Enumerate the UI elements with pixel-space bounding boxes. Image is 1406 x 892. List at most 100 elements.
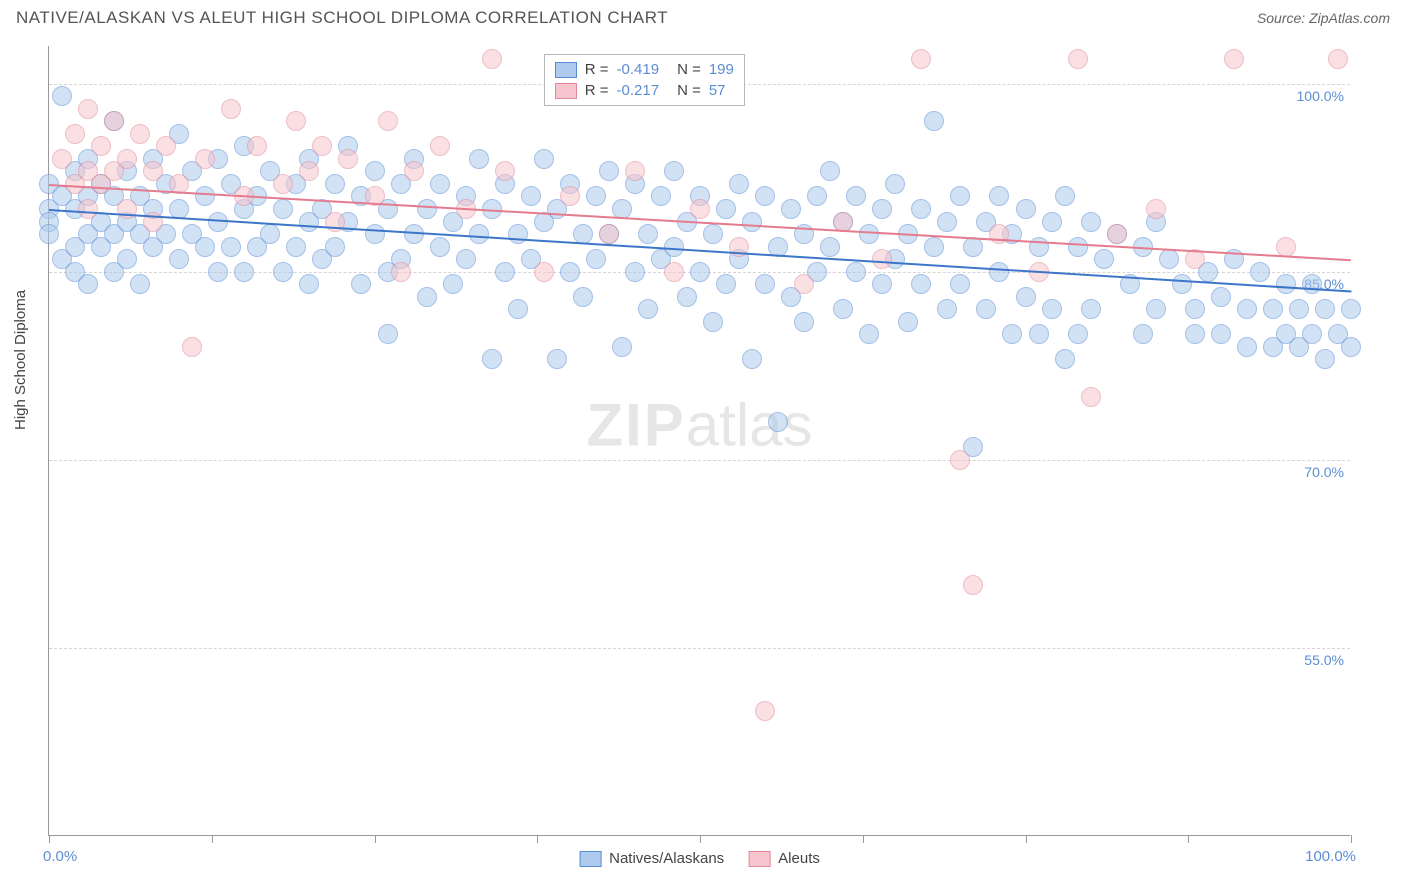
data-point (755, 186, 775, 206)
data-point (1002, 324, 1022, 344)
data-point (1276, 237, 1296, 257)
data-point (378, 111, 398, 131)
data-point (599, 161, 619, 181)
data-point (508, 299, 528, 319)
data-point (885, 174, 905, 194)
data-point (417, 199, 437, 219)
data-point (833, 299, 853, 319)
data-point (247, 136, 267, 156)
data-point (703, 312, 723, 332)
y-tick-label: 55.0% (1304, 652, 1344, 668)
data-point (1315, 349, 1335, 369)
data-point (325, 174, 345, 194)
data-point (794, 274, 814, 294)
data-point (404, 161, 424, 181)
x-tick (49, 835, 50, 843)
data-point (716, 199, 736, 219)
data-point (1081, 387, 1101, 407)
data-point (560, 262, 580, 282)
data-point (1016, 199, 1036, 219)
data-point (1029, 324, 1049, 344)
data-point (325, 237, 345, 257)
data-point (1016, 287, 1036, 307)
data-point (976, 299, 996, 319)
data-point (937, 299, 957, 319)
data-point (1081, 299, 1101, 319)
data-point (820, 237, 840, 257)
data-point (430, 237, 450, 257)
data-point (742, 349, 762, 369)
watermark-zip: ZIP (586, 391, 685, 458)
y-tick-label: 70.0% (1304, 464, 1344, 480)
data-point (365, 161, 385, 181)
data-point (950, 450, 970, 470)
data-point (651, 186, 671, 206)
data-point (859, 324, 879, 344)
data-point (612, 337, 632, 357)
data-point (508, 224, 528, 244)
data-point (625, 262, 645, 282)
data-point (91, 136, 111, 156)
data-point (1042, 212, 1062, 232)
data-point (143, 161, 163, 181)
data-point (664, 237, 684, 257)
x-tick (863, 835, 864, 843)
data-point (937, 212, 957, 232)
data-point (391, 262, 411, 282)
data-point (560, 186, 580, 206)
data-point (872, 249, 892, 269)
data-point (911, 199, 931, 219)
data-point (365, 224, 385, 244)
chart-title: NATIVE/ALASKAN VS ALEUT HIGH SCHOOL DIPL… (16, 8, 668, 28)
data-point (703, 224, 723, 244)
data-point (872, 274, 892, 294)
data-point (1250, 262, 1270, 282)
data-point (573, 287, 593, 307)
data-point (1302, 324, 1322, 344)
data-point (273, 199, 293, 219)
data-point (1107, 224, 1127, 244)
data-point (430, 174, 450, 194)
data-point (469, 224, 489, 244)
data-point (859, 224, 879, 244)
legend-swatch (748, 851, 770, 867)
data-point (1263, 299, 1283, 319)
y-tick-label: 100.0% (1297, 88, 1344, 104)
data-point (521, 186, 541, 206)
data-point (625, 161, 645, 181)
data-point (1237, 337, 1257, 357)
x-tick (537, 835, 538, 843)
data-point (39, 224, 59, 244)
data-point (117, 249, 137, 269)
x-tick (1188, 835, 1189, 843)
data-point (794, 312, 814, 332)
data-point (482, 49, 502, 69)
data-point (1146, 199, 1166, 219)
data-point (950, 186, 970, 206)
data-point (755, 701, 775, 721)
data-point (872, 199, 892, 219)
data-point (260, 224, 280, 244)
data-point (755, 274, 775, 294)
legend-item: Aleuts (748, 850, 820, 867)
data-point (638, 224, 658, 244)
y-axis-label: High School Diploma (12, 290, 29, 430)
data-point (495, 262, 515, 282)
data-point (104, 111, 124, 131)
data-point (469, 149, 489, 169)
data-point (820, 161, 840, 181)
data-point (52, 149, 72, 169)
data-point (78, 99, 98, 119)
data-point (351, 274, 371, 294)
data-point (52, 86, 72, 106)
data-point (963, 575, 983, 595)
data-point (677, 287, 697, 307)
data-point (169, 249, 189, 269)
data-point (1133, 324, 1153, 344)
data-point (586, 249, 606, 269)
data-point (1315, 299, 1335, 319)
data-point (456, 249, 476, 269)
data-point (1185, 299, 1205, 319)
legend-swatch (579, 851, 601, 867)
legend-row: R = -0.419N = 199 (555, 59, 734, 80)
